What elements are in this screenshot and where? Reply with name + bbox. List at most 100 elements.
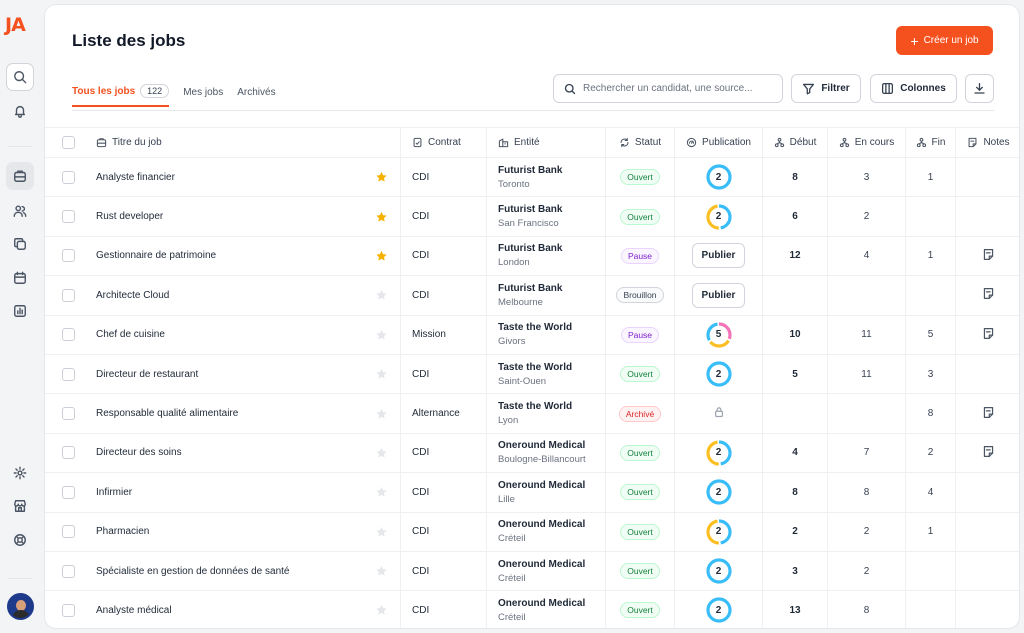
publication-donut[interactable]: 2	[705, 596, 733, 624]
column-header-notes[interactable]: Notes	[956, 128, 1019, 157]
job-title-cell[interactable]: Architecte Cloud	[91, 276, 401, 315]
app-logo[interactable]: JA	[5, 14, 26, 36]
job-title[interactable]: Infirmier	[96, 486, 133, 498]
tab-all-jobs[interactable]: Tous les jobs 122	[72, 77, 170, 107]
status-badge[interactable]: Pause	[620, 247, 660, 264]
note-icon[interactable]	[982, 248, 995, 264]
column-header-debut[interactable]: Début	[763, 128, 828, 157]
row-checkbox[interactable]	[61, 407, 75, 421]
row-checkbox[interactable]	[61, 170, 75, 184]
note-icon[interactable]	[982, 406, 995, 422]
status-badge[interactable]: Ouvert	[620, 169, 660, 186]
status-badge[interactable]: Brouillon	[616, 287, 664, 304]
sidebar-item-users[interactable]	[6, 197, 34, 225]
column-header-publication[interactable]: Publication	[675, 128, 763, 157]
status-badge[interactable]: Archivé	[618, 405, 662, 422]
table-row[interactable]: Analyste financier CDI Futurist Bank Tor…	[45, 158, 1019, 198]
filter-button[interactable]: Filtrer	[791, 74, 861, 103]
row-checkbox[interactable]	[61, 249, 75, 263]
column-header-en-cours[interactable]: En cours	[828, 128, 906, 157]
sidebar-item-calendar[interactable]	[6, 264, 34, 292]
table-row[interactable]: Infirmier CDI Oneround Medical Lille Ouv…	[45, 473, 1019, 513]
job-title-cell[interactable]: Gestionnaire de patrimoine	[91, 236, 401, 276]
table-row[interactable]: Architecte Cloud CDI Futurist Bank Melbo…	[45, 276, 1019, 316]
job-title-cell[interactable]: Responsable qualité alimentaire	[91, 394, 401, 433]
job-title-cell[interactable]: Chef de cuisine	[91, 315, 401, 354]
table-row[interactable]: Spécialiste en gestion de données de san…	[45, 551, 1019, 592]
table-row[interactable]: Rust developer CDI Futurist Bank San Fra…	[45, 197, 1019, 237]
sidebar-item-settings[interactable]	[6, 459, 34, 487]
job-title-cell[interactable]: Rust developer	[91, 197, 401, 236]
sidebar-item-copies[interactable]	[6, 230, 34, 258]
job-title[interactable]: Chef de cuisine	[96, 329, 165, 341]
sidebar-item-jobs[interactable]	[6, 162, 34, 190]
column-header-title[interactable]: Titre du job	[91, 128, 401, 157]
row-checkbox[interactable]	[61, 446, 75, 460]
search-box[interactable]	[553, 74, 783, 103]
tab-archived[interactable]: Archivés	[237, 77, 275, 107]
table-row[interactable]: Analyste médical CDI Oneround Medical Cr…	[45, 591, 1019, 628]
job-title[interactable]: Directeur de restaurant	[96, 368, 199, 380]
avatar[interactable]	[7, 593, 34, 620]
sidebar-notifications-button[interactable]	[6, 97, 34, 125]
job-title-cell[interactable]: Analyste médical	[91, 591, 401, 628]
publication-donut[interactable]: 2	[705, 478, 733, 506]
columns-button[interactable]: Colonnes	[870, 74, 957, 103]
publication-donut[interactable]: 2	[705, 557, 733, 585]
table-row[interactable]: Gestionnaire de patrimoine CDI Futurist …	[45, 236, 1019, 277]
search-input[interactable]	[583, 83, 773, 94]
column-header-fin[interactable]: Fin	[906, 128, 956, 157]
note-icon[interactable]	[982, 445, 995, 461]
note-icon[interactable]	[982, 327, 995, 343]
select-all-checkbox[interactable]	[61, 136, 75, 149]
sidebar-search-button[interactable]	[6, 63, 34, 91]
job-title-cell[interactable]: Analyste financier	[91, 158, 401, 197]
publish-button[interactable]: Publier	[691, 243, 746, 269]
table-row[interactable]: Directeur des soins CDI Oneround Medical…	[45, 433, 1019, 474]
sidebar-item-help[interactable]	[6, 526, 34, 554]
column-header-entite[interactable]: Entité	[487, 128, 606, 157]
job-title-cell[interactable]: Pharmacien	[91, 512, 401, 551]
sidebar-item-store[interactable]	[6, 492, 34, 520]
table-row[interactable]: Chef de cuisine Mission Taste the World …	[45, 315, 1019, 355]
row-checkbox[interactable]	[61, 288, 75, 302]
publication-donut[interactable]: 2	[705, 203, 733, 231]
job-title-cell[interactable]: Infirmier	[91, 473, 401, 512]
status-badge[interactable]: Ouvert	[620, 563, 660, 580]
job-title[interactable]: Analyste médical	[96, 604, 172, 616]
status-badge[interactable]: Pause	[620, 326, 660, 343]
sidebar-item-analytics[interactable]	[6, 297, 34, 325]
row-checkbox[interactable]	[61, 525, 75, 539]
job-title[interactable]: Spécialiste en gestion de données de san…	[96, 565, 290, 577]
job-title[interactable]: Directeur des soins	[96, 447, 182, 459]
create-job-button[interactable]: + Créer un job	[896, 26, 993, 55]
job-title[interactable]: Pharmacien	[96, 526, 150, 538]
status-badge[interactable]: Ouvert	[620, 366, 660, 383]
tab-my-jobs[interactable]: Mes jobs	[183, 77, 223, 107]
job-title[interactable]: Analyste financier	[96, 171, 175, 183]
table-row[interactable]: Pharmacien CDI Oneround Medical Créteil …	[45, 512, 1019, 552]
table-row[interactable]: Responsable qualité alimentaire Alternan…	[45, 394, 1019, 434]
status-badge[interactable]: Ouvert	[620, 208, 660, 225]
table-row[interactable]: Directeur de restaurant CDI Taste the Wo…	[45, 354, 1019, 395]
publication-donut[interactable]: 2	[705, 360, 733, 388]
job-title-cell[interactable]: Directeur des soins	[91, 433, 401, 473]
job-title[interactable]: Gestionnaire de patrimoine	[96, 250, 217, 262]
row-checkbox[interactable]	[61, 603, 75, 617]
row-checkbox[interactable]	[61, 485, 75, 499]
publish-button[interactable]: Publier	[691, 282, 746, 308]
column-header-statut[interactable]: Statut	[606, 128, 675, 157]
column-header-contrat[interactable]: Contrat	[401, 128, 487, 157]
status-badge[interactable]: Ouvert	[620, 484, 660, 501]
note-icon[interactable]	[982, 287, 995, 303]
job-title[interactable]: Rust developer	[96, 211, 164, 223]
publication-donut[interactable]: 5	[705, 321, 733, 349]
status-badge[interactable]: Ouvert	[620, 444, 660, 461]
status-badge[interactable]: Ouvert	[620, 523, 660, 540]
job-title[interactable]: Architecte Cloud	[96, 289, 170, 301]
job-title[interactable]: Responsable qualité alimentaire	[96, 408, 239, 420]
publication-donut[interactable]: 2	[705, 163, 733, 191]
row-checkbox[interactable]	[61, 328, 75, 342]
row-checkbox[interactable]	[61, 564, 75, 578]
publication-donut[interactable]: 2	[705, 439, 733, 467]
